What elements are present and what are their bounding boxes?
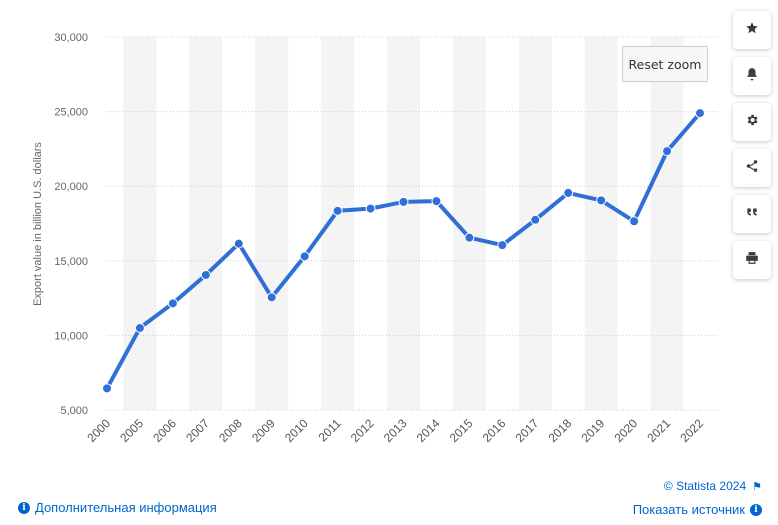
x-tick-label: 2007 xyxy=(183,416,212,445)
print-icon xyxy=(745,251,759,270)
category-band xyxy=(650,37,684,410)
x-tick-label: 2009 xyxy=(249,416,278,445)
data-point[interactable] xyxy=(431,196,442,207)
x-tick-label: 2015 xyxy=(447,416,476,445)
data-point[interactable] xyxy=(398,196,409,207)
info-icon: i xyxy=(18,501,30,514)
data-point[interactable] xyxy=(629,216,640,227)
x-tick-label: 2005 xyxy=(117,416,146,445)
gear-icon xyxy=(745,113,759,132)
series-points xyxy=(102,108,705,394)
category-band xyxy=(189,37,223,410)
data-point[interactable] xyxy=(233,238,244,249)
more-info-link[interactable]: i Дополнительная информация xyxy=(18,500,217,515)
data-point[interactable] xyxy=(695,108,705,119)
show-source-label: Показать источник xyxy=(632,502,745,517)
data-point[interactable] xyxy=(662,146,673,157)
data-point[interactable] xyxy=(563,187,574,198)
data-point[interactable] xyxy=(332,205,343,216)
x-tick-labels: 2000 2005 2006 2007 2008 2009 2010 2011 2012 2013… xyxy=(84,416,706,445)
x-tick-label: 2000 xyxy=(84,416,113,445)
x-tick-label: 2006 xyxy=(150,416,179,445)
y-tick-labels: 5,000 10,000 15,000 20,000 25,000 30,000 xyxy=(54,32,88,417)
x-tick-label: 2021 xyxy=(644,416,673,445)
show-source-link[interactable]: Показать источник i xyxy=(633,502,762,517)
more-info-label: Дополнительная информация xyxy=(35,500,217,515)
settings-button[interactable] xyxy=(733,103,771,141)
x-tick-label: 2022 xyxy=(677,416,706,445)
x-tick-label: 2018 xyxy=(546,416,575,445)
reset-zoom-button[interactable]: Reset zoom xyxy=(622,46,708,82)
x-tick-label: 2010 xyxy=(282,416,311,445)
category-band xyxy=(584,37,618,410)
alternating-bands xyxy=(123,37,684,410)
copyright-text: © Statista 2024 xyxy=(663,479,747,493)
cite-button[interactable] xyxy=(733,195,771,233)
x-tick-label: 2011 xyxy=(316,416,344,444)
share-icon xyxy=(745,159,759,178)
y-tick-label: 20,000 xyxy=(54,181,88,193)
x-tick-label: 2013 xyxy=(381,416,410,445)
y-axis-label: Export value in billion U.S. dollars xyxy=(32,142,44,306)
x-tick-label: 2012 xyxy=(348,416,377,445)
data-point[interactable] xyxy=(134,322,145,333)
data-point[interactable] xyxy=(365,203,376,214)
x-tick-label: 2019 xyxy=(579,416,608,445)
x-tick-label: 2008 xyxy=(216,416,245,445)
share-button[interactable] xyxy=(733,149,771,187)
favorite-button[interactable] xyxy=(733,11,771,49)
y-tick-label: 5,000 xyxy=(60,405,88,417)
x-tick-label: 2020 xyxy=(611,416,640,445)
x-tick-label: 2014 xyxy=(414,416,443,445)
flag-icon: ⚑ xyxy=(752,480,762,493)
y-tick-label: 25,000 xyxy=(54,107,88,119)
side-toolbar xyxy=(733,11,771,279)
x-tick-label: 2017 xyxy=(513,416,542,445)
x-tick-label: 2016 xyxy=(480,416,509,445)
category-band xyxy=(387,37,420,410)
data-point[interactable] xyxy=(530,214,541,225)
print-button[interactable] xyxy=(733,241,771,279)
star-icon xyxy=(745,21,759,40)
y-tick-label: 15,000 xyxy=(54,256,88,268)
notification-button[interactable] xyxy=(733,57,771,95)
y-tick-label: 10,000 xyxy=(54,330,88,342)
data-point[interactable] xyxy=(497,240,508,251)
category-band xyxy=(255,37,289,410)
quote-icon xyxy=(745,205,759,224)
statista-copyright[interactable]: © Statista 2024 ⚑ xyxy=(664,479,762,493)
y-tick-label: 30,000 xyxy=(54,32,88,44)
category-band xyxy=(123,37,157,410)
data-point[interactable] xyxy=(167,298,178,309)
data-point[interactable] xyxy=(299,251,310,262)
data-point[interactable] xyxy=(266,292,277,303)
info-icon: i xyxy=(750,503,762,516)
data-point[interactable] xyxy=(200,269,211,280)
data-point[interactable] xyxy=(102,383,112,394)
data-point[interactable] xyxy=(464,232,475,243)
data-point[interactable] xyxy=(596,195,607,206)
bell-icon xyxy=(745,67,759,86)
